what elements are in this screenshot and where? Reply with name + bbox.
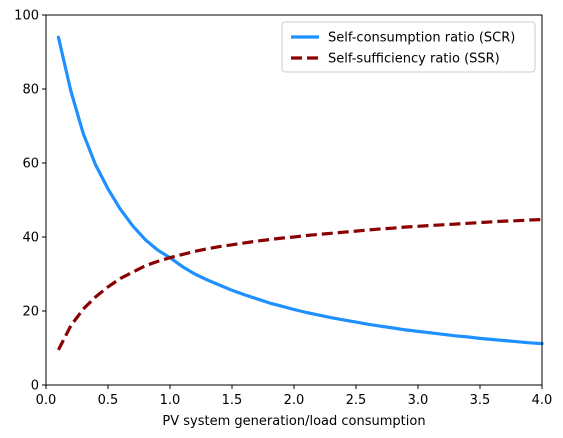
legend-label-2: Self-sufficiency ratio (SSR): [328, 52, 500, 67]
x-tick-label: 3.0: [408, 393, 429, 408]
y-tick-label: 80: [22, 83, 39, 98]
x-axis-label: PV system generation/load consumption: [162, 414, 425, 429]
y-tick-label: 20: [22, 305, 39, 320]
plot-lines: [56, 35, 544, 351]
y-tick-label: 60: [22, 157, 39, 172]
y-axis-ticks: 0 20 40 60 80 100: [14, 9, 46, 394]
y-tick-label: 100: [14, 9, 39, 24]
x-axis-ticks: 0.0 0.5 1.0 1.5 2.0 2.5 3.0 3.5 4.0: [36, 385, 553, 408]
y-tick-label: 40: [22, 231, 39, 246]
x-tick-label: 0.5: [98, 393, 119, 408]
x-tick-label: 2.0: [284, 393, 305, 408]
x-tick-label: 4.0: [532, 393, 553, 408]
x-tick-label: 1.0: [160, 393, 181, 408]
y-tick-label: 0: [31, 379, 39, 394]
legend-box: [281, 21, 536, 73]
series-line-2: [56, 218, 543, 351]
x-tick-label: 3.5: [470, 393, 491, 408]
x-tick-label: 2.5: [346, 393, 367, 408]
legend-label-1: Self-consumption ratio (SCR): [328, 31, 515, 46]
x-tick-label: 0.0: [36, 393, 57, 408]
x-tick-label: 1.5: [222, 393, 243, 408]
series-line-1: [56, 35, 544, 346]
legend: Self-consumption ratio (SCR) Self-suffici…: [281, 21, 536, 73]
